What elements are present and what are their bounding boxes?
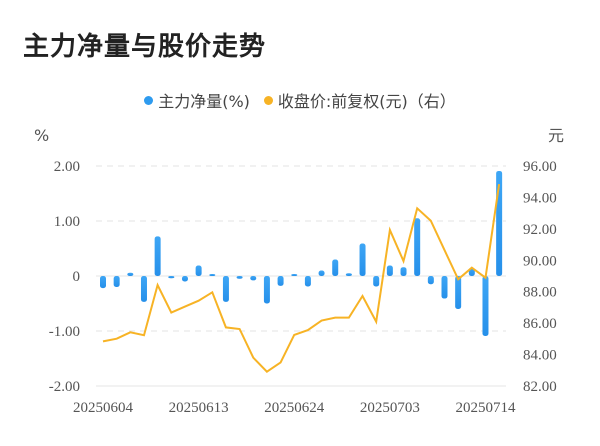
bar[interactable] <box>154 236 161 276</box>
x-axis-tick: 20250714 <box>455 400 516 416</box>
x-axis-tick: 20250604 <box>73 400 134 416</box>
right-axis-unit: 元 <box>548 126 564 145</box>
right-axis-tick: 94.00 <box>523 190 557 206</box>
legend-item-close-price[interactable]: 收盘价:前复权(元)（右） <box>263 88 456 112</box>
bar[interactable] <box>236 276 243 279</box>
left-axis-tick: 0 <box>73 269 81 285</box>
right-axis-tick: 82.00 <box>523 379 557 395</box>
bar[interactable] <box>168 276 175 279</box>
legend-dot-icon <box>263 95 273 105</box>
bar[interactable] <box>291 274 298 276</box>
bar[interactable] <box>222 276 229 302</box>
bar[interactable] <box>427 276 434 285</box>
bar[interactable] <box>482 276 489 336</box>
bar[interactable] <box>113 276 120 287</box>
axis-labels: 2.00 1.00 0 -1.00 -2.00 96.00 94.00 92.00 90.00 8… <box>34 126 564 416</box>
bar[interactable] <box>250 276 257 281</box>
x-axis-tick: 20250703 <box>360 400 420 416</box>
gridlines <box>96 165 506 387</box>
chart-legend: 主力净量(%) 收盘价:前复权(元)（右） <box>0 88 600 112</box>
bar[interactable] <box>400 267 407 276</box>
x-axis-tick: 20250624 <box>264 400 325 416</box>
right-axis-tick: 86.00 <box>523 316 557 332</box>
left-axis-tick: -1.00 <box>49 324 80 340</box>
bar[interactable] <box>332 259 339 277</box>
bar[interactable] <box>386 265 393 276</box>
x-axis-tick: 20250613 <box>169 400 229 416</box>
right-axis-tick: 90.00 <box>523 253 557 269</box>
bar[interactable] <box>373 276 380 287</box>
bar[interactable] <box>195 265 202 276</box>
right-axis-tick: 88.00 <box>523 285 557 301</box>
legend-dot-icon <box>144 95 154 105</box>
bar[interactable] <box>414 218 421 276</box>
legend-label: 收盘价:前复权(元)（右） <box>277 92 456 111</box>
bar-series <box>100 170 503 336</box>
bar[interactable] <box>441 276 448 299</box>
bar[interactable] <box>181 276 188 282</box>
left-axis-tick: 1.00 <box>54 214 80 230</box>
legend-label: 主力净量(%) <box>158 92 250 111</box>
bar[interactable] <box>318 270 325 277</box>
bar[interactable] <box>304 276 311 287</box>
right-axis-tick: 84.00 <box>523 348 557 364</box>
close-price-line[interactable] <box>102 183 501 373</box>
bar[interactable] <box>127 272 134 276</box>
bar[interactable] <box>277 276 284 286</box>
right-axis-tick: 92.00 <box>523 222 557 238</box>
bar[interactable] <box>359 243 366 276</box>
left-axis-tick: -2.00 <box>49 379 80 395</box>
line-series <box>102 183 501 373</box>
bar[interactable] <box>140 276 147 302</box>
bar[interactable] <box>100 276 106 289</box>
left-axis-tick: 2.00 <box>54 159 80 175</box>
bar[interactable] <box>345 273 352 276</box>
bar[interactable] <box>209 274 216 276</box>
bar[interactable] <box>263 276 270 304</box>
right-axis-tick: 96.00 <box>523 159 557 175</box>
chart-title: 主力净量与股价走势 <box>23 32 267 62</box>
bar[interactable] <box>455 276 462 309</box>
left-axis-unit: % <box>34 126 49 145</box>
legend-item-main-net[interactable]: 主力净量(%) <box>144 88 250 112</box>
